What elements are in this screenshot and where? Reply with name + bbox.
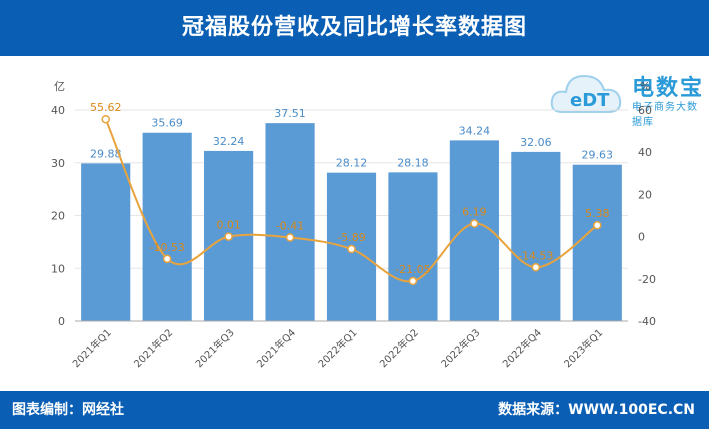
y-left-unit: 亿: [54, 80, 65, 93]
x-tick-label: 2023年Q1: [561, 326, 605, 370]
line-value-label: 5.38: [585, 207, 610, 220]
growth-line-series: [101, 114, 602, 286]
line-point: [224, 232, 233, 241]
bar-value-label: 28.18: [397, 156, 429, 169]
line-point: [101, 114, 110, 124]
bar-value-label: 35.69: [151, 117, 183, 130]
line-point: [593, 220, 602, 230]
y-right-tick-label: -40: [638, 315, 656, 328]
bar: [81, 163, 131, 321]
x-tick-label: 2022年Q4: [500, 326, 544, 370]
chart-svg: 29.88 35.69 32.24 37.51 28.12 28.18 34.24 32.06…: [51, 80, 656, 370]
cloud-icon: eDT: [550, 74, 622, 113]
y-left-tick-label: 20: [51, 210, 65, 223]
x-tick-label: 2022年Q3: [438, 326, 482, 370]
x-tick-label: 2022年Q1: [315, 326, 359, 370]
bar: [572, 164, 622, 321]
line-value-label: 6.19: [462, 206, 487, 219]
x-tick-label: 2022年Q2: [377, 326, 421, 370]
bar-labels: 29.88 35.69 32.24 37.51 28.12 28.18 34.24 32.06…: [90, 107, 613, 170]
x-tick-label: 2021年Q4: [254, 326, 298, 370]
logo-tag: 电子商务大数据库: [632, 102, 698, 128]
line-value-label: -5.89: [337, 231, 365, 244]
chart-title: 冠福股份营收及同比增长率数据图: [181, 15, 527, 40]
bar: [511, 151, 561, 321]
bar-value-label: 37.51: [274, 107, 306, 120]
bar-value-label: 28.12: [336, 157, 368, 170]
header-bar: 冠福股份营收及同比增长率数据图: [0, 0, 709, 56]
y-right-tick-label: -20: [638, 273, 656, 286]
line-point: [470, 219, 479, 228]
logo-name: 电数宝: [632, 76, 705, 101]
footer-bar: 图表编制：网经社 数据来源：WWW.100EC.CN: [0, 391, 709, 429]
bar: [388, 172, 438, 321]
bar-value-label: 32.06: [520, 136, 552, 149]
y-left-tick-label: 10: [51, 262, 65, 275]
x-tick-label: 2021年Q1: [70, 326, 114, 370]
footer-editor: 图表编制：网经社: [12, 402, 124, 418]
bar-value-label: 29.88: [90, 147, 122, 160]
line-point: [162, 254, 172, 264]
line-value-label: -14.53: [518, 249, 553, 262]
line-value-label: 0.01: [216, 219, 241, 232]
y-right-tick-label: 20: [638, 188, 652, 201]
y-right-tick-label: 0: [638, 231, 645, 244]
bar-value-label: 32.24: [213, 135, 245, 148]
y-left-tick-label: 0: [58, 315, 65, 328]
line-value-label: -21.05: [395, 263, 430, 276]
bar-series: [81, 123, 622, 321]
bar: [142, 132, 192, 321]
y-right-tick-label: 40: [638, 146, 652, 159]
brand-logo: eDT 电数宝 电子商务大数据库: [548, 62, 708, 128]
line-point: [285, 233, 295, 242]
footer-source: 数据来源：WWW.100EC.CN: [498, 402, 695, 418]
y-left-tick-label: 40: [51, 104, 65, 117]
line-point: [531, 263, 541, 272]
line-value-label: -10.53: [149, 241, 184, 254]
y-right-unit: %: [640, 80, 650, 93]
bar: [265, 123, 315, 321]
y-left-tick-label: 30: [51, 157, 65, 170]
bar-value-label: 34.24: [459, 124, 491, 137]
line-point: [347, 244, 356, 254]
logo-mark: eDT: [570, 90, 610, 111]
line-value-label: 55.62: [90, 101, 122, 114]
line-labels: 55.62 -10.53 0.01 -0.41 -5.89 -21.05 6.19 -14.5…: [90, 101, 610, 276]
x-tick-label: 2021年Q3: [192, 326, 236, 370]
line-value-label: -0.41: [276, 219, 304, 232]
y-right-tick-label: 60: [638, 104, 652, 117]
bar-value-label: 29.63: [582, 149, 614, 162]
x-tick-label: 2021年Q2: [131, 326, 175, 370]
line-point: [408, 276, 418, 286]
